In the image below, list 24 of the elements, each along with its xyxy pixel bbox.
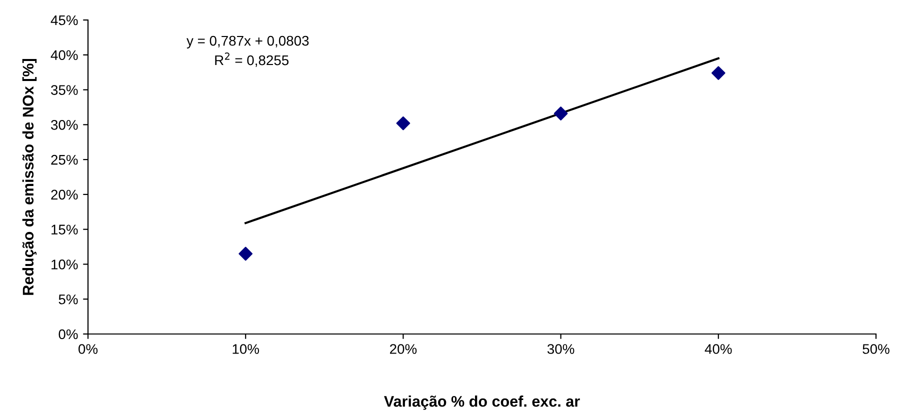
x-tick-label: 0% — [78, 344, 98, 354]
y-tick-label: 30% — [51, 120, 78, 130]
y-tick-label: 20% — [51, 190, 78, 200]
x-tick-label: 10% — [232, 344, 260, 354]
y-axis-title: Redução da emissão de NOx [%] — [22, 58, 37, 295]
y-tick-label: 35% — [51, 85, 78, 95]
x-tick-label: 40% — [704, 344, 732, 354]
x-tick-label: 30% — [547, 344, 574, 354]
y-tick-label: 45% — [50, 15, 78, 26]
point — [554, 106, 568, 120]
x-tick-label: 20% — [390, 344, 417, 354]
y-tick-label: 40% — [50, 50, 78, 60]
y-tick-label: 25% — [51, 154, 78, 165]
y-tick-label: 10% — [52, 260, 78, 270]
annotation: y = 0,787x + 0,0803 — [186, 36, 309, 48]
x-axis-title: Variação % do coef. exc. ar — [384, 396, 580, 410]
y-tick-label: 0% — [58, 329, 78, 340]
y-tick-label: 5% — [58, 294, 78, 304]
point — [238, 246, 253, 261]
point — [711, 66, 726, 80]
point — [396, 116, 410, 130]
x-tick-label: 50% — [862, 344, 890, 354]
y-tick-label: 15% — [52, 224, 78, 235]
annotation: R$^{2}$ = 0,8255 — [215, 52, 289, 67]
